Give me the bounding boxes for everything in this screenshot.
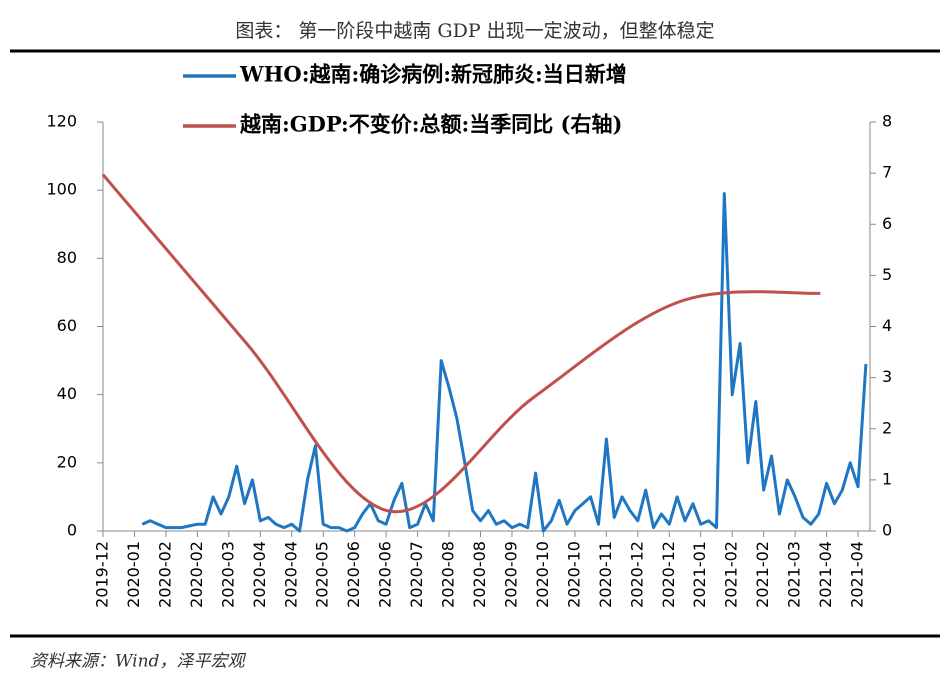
y-tick-label: 80 <box>57 248 77 267</box>
x-tick-label: 2021-01 <box>690 541 709 608</box>
x-tick-label: 2020-05 <box>313 541 332 608</box>
x-tick-label: 2020-12 <box>627 541 646 608</box>
y2-tick-label: 5 <box>882 265 892 284</box>
y-tick-label: 40 <box>57 384 77 403</box>
x-tick-label: 2020-12 <box>659 541 678 608</box>
x-tick-label: 2021-04 <box>848 541 867 608</box>
y2-tick-label: 3 <box>882 367 892 386</box>
x-tick-label: 2020-02 <box>187 541 206 608</box>
x-tick-label: 2021-04 <box>816 541 835 608</box>
x-tick-label: 2020-01 <box>124 541 143 608</box>
y-tick-label: 20 <box>57 452 77 471</box>
x-tick-label: 2020-11 <box>596 541 615 608</box>
y2-tick-label: 7 <box>882 163 892 182</box>
x-tick-label: 2021-02 <box>753 541 772 608</box>
x-tick-label: 2020-08 <box>470 541 489 608</box>
y2-tick-label: 0 <box>882 521 892 540</box>
legend-label: WHO:越南:确诊病例:新冠肺炎:当日新增 <box>239 62 627 87</box>
x-tick-label: 2020-09 <box>501 541 520 608</box>
series-line <box>141 192 868 533</box>
y2-tick-label: 8 <box>882 112 892 131</box>
x-tick-label: 2021-03 <box>785 541 804 608</box>
x-tick-label: 2019-12 <box>93 541 112 608</box>
x-tick-label: 2020-04 <box>281 541 300 608</box>
y-tick-label: 120 <box>46 112 77 131</box>
x-tick-label: 2020-03 <box>218 541 237 608</box>
x-tick-label: 2020-02 <box>155 541 174 608</box>
x-tick-label: 2020-04 <box>250 541 269 608</box>
x-tick-label: 2020-06 <box>344 541 363 608</box>
y-tick-label: 0 <box>67 521 77 540</box>
chart-title: 图表： 第一阶段中越南 GDP 出现一定波动，但整体稳定 <box>235 20 714 42</box>
x-tick-label: 2020-07 <box>407 541 426 608</box>
source-note: 资料来源：Wind，泽平宏观 <box>30 652 246 672</box>
x-tick-label: 2020-10 <box>533 541 552 608</box>
y2-tick-label: 2 <box>882 418 892 437</box>
series-line <box>101 173 821 514</box>
y-tick-label: 60 <box>57 316 77 335</box>
x-tick-label: 2020-10 <box>564 541 583 608</box>
x-tick-label: 2021-02 <box>722 541 741 608</box>
y2-tick-label: 4 <box>882 316 892 335</box>
x-tick-label: 2020-06 <box>376 541 395 608</box>
y2-tick-label: 6 <box>882 214 892 233</box>
x-tick-label: 2020-08 <box>439 541 458 608</box>
legend-label: 越南:GDP:不变价:总额:当季同比 (右轴) <box>239 112 622 137</box>
y-tick-label: 100 <box>46 180 77 199</box>
y2-tick-label: 1 <box>882 469 892 488</box>
